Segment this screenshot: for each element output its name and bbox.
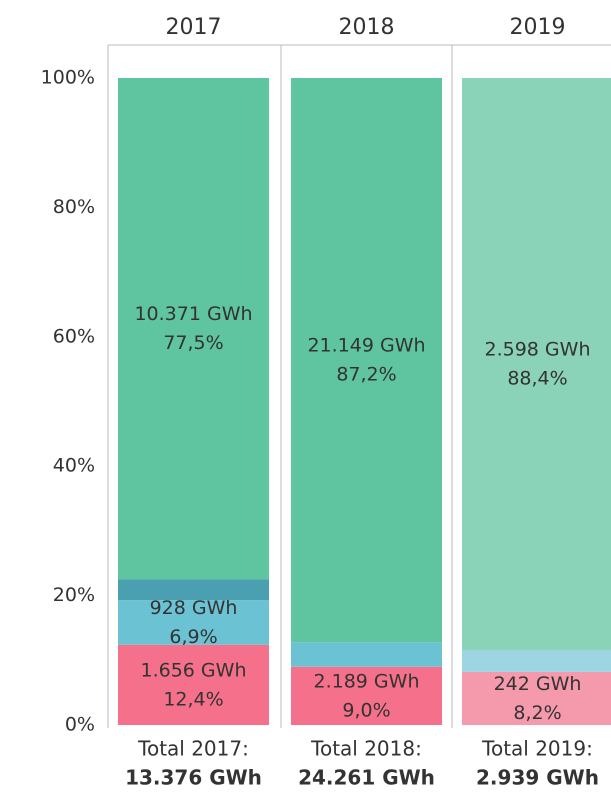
gwh-label: 2.189 GWh: [314, 670, 420, 692]
bar-segment: [462, 78, 611, 650]
value-label: 6,9%: [169, 626, 217, 648]
bar-segment: [462, 671, 611, 725]
column-header: 2018: [339, 15, 395, 40]
column-header: 2017: [166, 15, 222, 40]
total-value: 24.261 GWh: [298, 766, 435, 790]
y-tick-label: 100%: [41, 67, 95, 89]
bar-segment: [118, 644, 269, 725]
gwh-label: 21.149 GWh: [307, 335, 425, 357]
y-tick-label: 40%: [53, 455, 95, 477]
bar-segment: [118, 78, 269, 580]
bar-segment: [118, 579, 269, 601]
bar-segment: [118, 600, 269, 645]
column-header: 2019: [510, 15, 566, 40]
total-value: 13.376 GWh: [125, 766, 262, 790]
value-label: 12,4%: [163, 688, 223, 710]
y-tick-label: 0%: [65, 714, 95, 736]
value-label: 88,4%: [507, 367, 567, 389]
y-tick-label: 80%: [53, 196, 95, 218]
gwh-label: 2.598 GWh: [485, 338, 591, 360]
total-label: Total 2017:: [137, 737, 249, 761]
value-label: 87,2%: [336, 364, 396, 386]
value-label: 9,0%: [342, 699, 390, 721]
gwh-label: 1.656 GWh: [141, 659, 247, 681]
gwh-label: 10.371 GWh: [134, 303, 252, 325]
total-label: Total 2018:: [310, 737, 422, 761]
bar-segment: [291, 642, 442, 667]
total-value: 2.939 GWh: [476, 766, 599, 790]
value-label: 8,2%: [513, 702, 561, 724]
y-tick-label: 20%: [53, 584, 95, 606]
total-label: Total 2019:: [481, 737, 593, 761]
gwh-label: 242 GWh: [494, 673, 582, 695]
value-label: 77,5%: [163, 332, 223, 354]
gwh-label: 928 GWh: [150, 597, 238, 619]
bar-segment: [462, 649, 611, 672]
bar-segment: [291, 666, 442, 725]
y-tick-label: 60%: [53, 325, 95, 347]
bar-segment: [291, 78, 442, 643]
